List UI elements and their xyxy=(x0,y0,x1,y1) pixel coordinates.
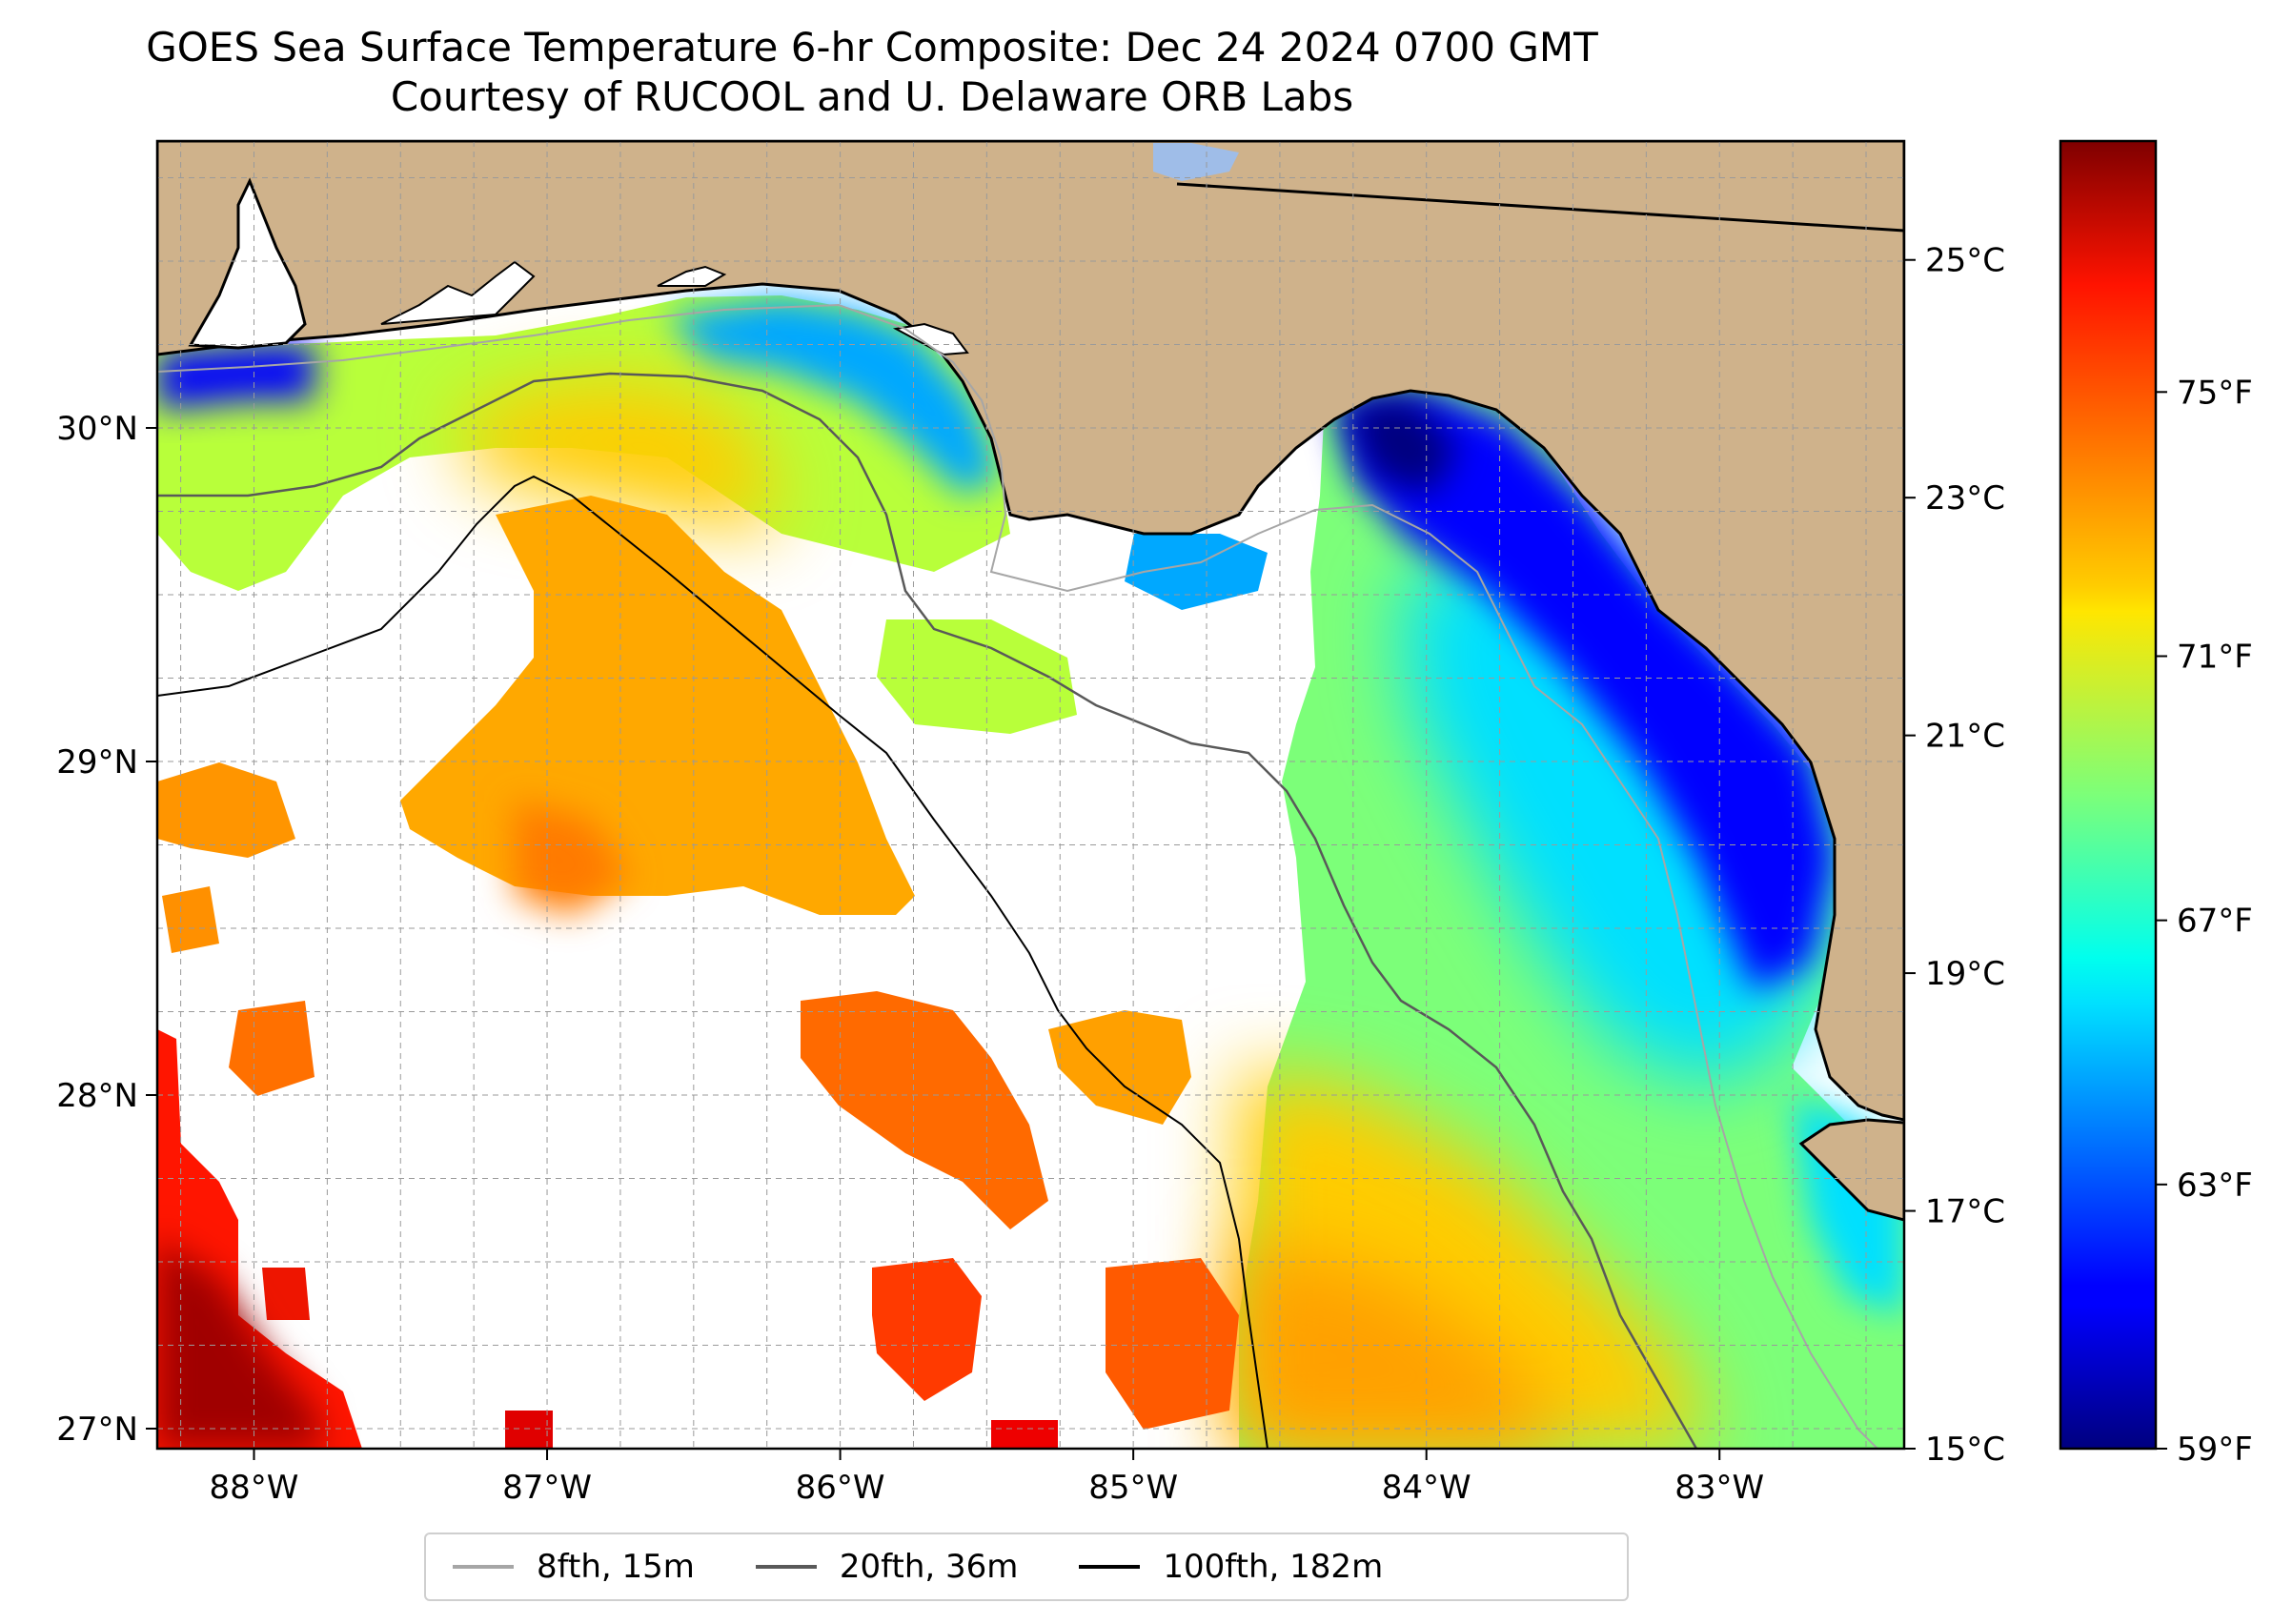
map-title: GOES Sea Surface Temperature 6-hr Compos… xyxy=(146,24,1598,71)
celsius-tick-label: 25°C xyxy=(1925,242,2005,280)
map-subtitle: Courtesy of RUCOOL and U. Delaware ORB L… xyxy=(390,73,1354,120)
lon-tick-label: 87°W xyxy=(502,1469,592,1507)
legend-swatch xyxy=(755,1565,817,1569)
sst-west-patches xyxy=(157,496,1239,1449)
lat-tick-group: 30°N 29°N 28°N 27°N xyxy=(56,410,157,1449)
legend-label: 100fth, 182m xyxy=(1163,1548,1384,1586)
contour-100fth xyxy=(157,475,1268,1449)
lon-tick-label: 88°W xyxy=(210,1469,299,1507)
sst-north-band xyxy=(157,295,1268,734)
fahrenheit-tick-label: 63°F xyxy=(2177,1167,2253,1205)
celsius-tick-label: 17°C xyxy=(1925,1193,2005,1231)
colorbar-celsius-ticks: 25°C 23°C 21°C 19°C 17°C 15°C xyxy=(1904,242,2005,1469)
contour-20fth xyxy=(157,372,1698,1449)
contour-8fth xyxy=(157,303,1878,1449)
colorbar-fahrenheit-ticks: 75°F 71°F 67°F 63°F 59°F xyxy=(2156,374,2253,1469)
celsius-tick-label: 23°C xyxy=(1925,479,2005,518)
colorbar xyxy=(2059,139,2158,1451)
legend-item: 100fth, 182m xyxy=(1079,1548,1383,1586)
celsius-tick-label: 21°C xyxy=(1925,718,2005,756)
lon-tick-label: 85°W xyxy=(1088,1469,1178,1507)
lat-tick-label: 27°N xyxy=(56,1411,138,1449)
gridlines xyxy=(157,141,1904,1449)
contour-legend: 8fth, 15m 20fth, 36m 100fth, 182m xyxy=(424,1533,1629,1601)
state-boundary xyxy=(1176,182,1904,233)
legend-item: 20fth, 36m xyxy=(755,1548,1019,1586)
legend-swatch xyxy=(453,1565,514,1569)
celsius-tick-label: 19°C xyxy=(1925,955,2005,993)
legend-label: 8fth, 15m xyxy=(537,1548,695,1586)
land xyxy=(157,141,1904,1222)
legend-item: 8fth, 15m xyxy=(453,1548,695,1586)
lon-tick-label: 86°W xyxy=(796,1469,885,1507)
lat-tick-label: 30°N xyxy=(56,410,138,448)
map-area xyxy=(157,141,1904,1449)
legend-swatch xyxy=(1079,1565,1141,1569)
fahrenheit-tick-label: 67°F xyxy=(2177,903,2253,941)
lat-tick-label: 29°N xyxy=(56,743,138,782)
lat-tick-label: 28°N xyxy=(56,1077,138,1115)
lon-tick-group: 88°W 87°W 86°W 85°W 84°W 83°W xyxy=(210,1449,1764,1507)
lon-tick-label: 84°W xyxy=(1382,1469,1471,1507)
map-frame xyxy=(155,139,1906,1451)
lon-tick-label: 83°W xyxy=(1674,1469,1764,1507)
fahrenheit-tick-label: 71°F xyxy=(2177,638,2253,676)
legend-label: 20fth, 36m xyxy=(839,1548,1019,1586)
fahrenheit-tick-label: 75°F xyxy=(2177,374,2253,412)
celsius-tick-label: 15°C xyxy=(1925,1431,2005,1469)
fahrenheit-tick-label: 59°F xyxy=(2177,1431,2253,1469)
bathymetry-contours xyxy=(157,182,1904,1449)
